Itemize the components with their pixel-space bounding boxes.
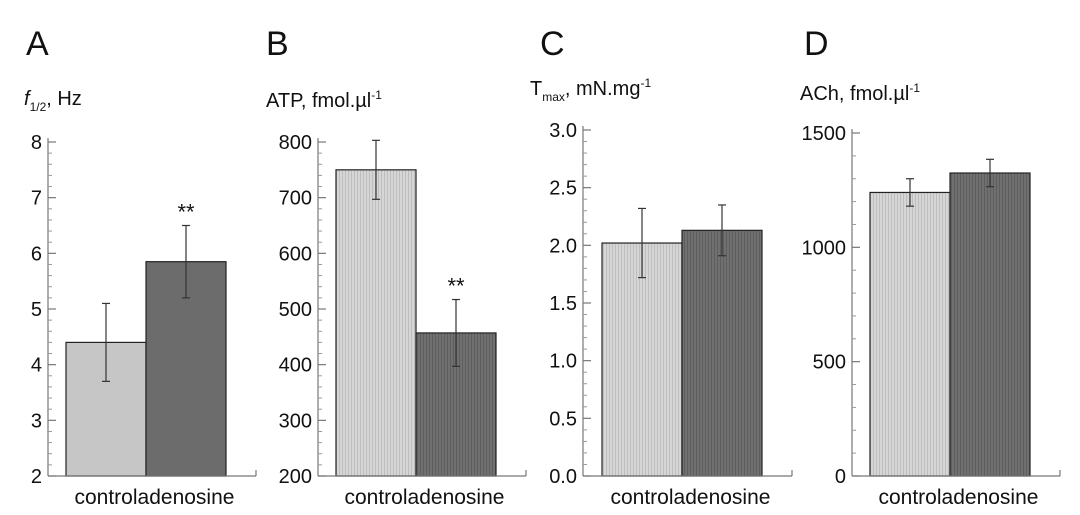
y-axis-label-main: ATP, fmol.µl [266, 90, 371, 112]
bar-control [335, 169, 417, 477]
y-axis-label-superscript: -1 [371, 88, 382, 102]
y-axis-label: Tmax, mN.mg-1 [530, 76, 651, 104]
x-tick-label-adenosine: adenosine [408, 486, 505, 509]
significance-marker: ** [177, 200, 195, 225]
y-tick-label: 4 [31, 355, 42, 377]
panel-label: C [540, 25, 565, 63]
bar-control [601, 242, 683, 477]
y-axis-label: ATP, fmol.µl-1 [266, 88, 382, 112]
chart-panel-b: B ATP, fmol.µl-1 control ** adenosine 200 300 4… [266, 25, 527, 509]
y-tick-label: 400 [279, 355, 312, 377]
y-axis-label-tail: , Hz [46, 88, 82, 110]
y-axis-label-tail: , mN.mg [565, 78, 641, 100]
panel-label: A [26, 25, 49, 63]
y-axis-label-main: f [24, 88, 32, 110]
y-tick-label: 2 [31, 466, 42, 488]
y-tick-label: 6 [31, 243, 42, 265]
y-tick-label: 3 [31, 410, 42, 432]
x-tick-label-adenosine: adenosine [942, 486, 1039, 509]
y-tick-label: 0.0 [549, 466, 577, 488]
bar-adenosine [681, 229, 763, 477]
y-tick-label: 600 [279, 243, 312, 265]
y-tick-label: 1000 [802, 237, 847, 259]
y-tick-label: 2.5 [549, 178, 577, 200]
y-tick-label: 1500 [802, 123, 847, 145]
y-axis-label-main: ACh, fmol.µl [800, 83, 909, 105]
bar-control [869, 191, 951, 477]
y-tick-label: 3.0 [549, 120, 577, 142]
x-tick-label-control: control [344, 486, 407, 509]
y-axis-label-main: T [530, 78, 542, 100]
y-tick-label: 2.0 [549, 235, 577, 257]
x-tick-label-adenosine: adenosine [138, 486, 235, 509]
y-tick-label: 0 [835, 466, 846, 488]
significance-marker: ** [447, 274, 465, 299]
x-tick-label-control: control [878, 486, 941, 509]
x-tick-label-control: control [610, 486, 673, 509]
y-axis-label-subscript: 1/2 [30, 100, 47, 114]
chart-panel-a: Af1/2, Hz control ** adenosine 2 3 4 5 6 7 8 [24, 25, 257, 509]
y-tick-label: 7 [31, 188, 42, 210]
y-tick-label: 700 [279, 188, 312, 210]
y-tick-label: 300 [279, 410, 312, 432]
y-tick-label: 0.5 [549, 408, 577, 430]
y-axis-label-superscript: -1 [909, 81, 920, 95]
panel-label: D [804, 25, 829, 63]
y-tick-label: 500 [279, 299, 312, 321]
y-tick-label: 1.0 [549, 351, 577, 373]
bar-adenosine [949, 172, 1031, 477]
y-tick-label: 200 [279, 466, 312, 488]
chart-panel-d: D ACh, fmol.µl-1 control adenosine 0 500 1000 1… [800, 25, 1061, 509]
y-tick-label: 5 [31, 299, 42, 321]
y-axis-label: ACh, fmol.µl-1 [800, 81, 920, 105]
x-tick-label-control: control [74, 486, 137, 509]
y-axis-label: f1/2, Hz [24, 88, 82, 114]
y-axis-label-subscript: max [542, 90, 565, 104]
y-tick-label: 800 [279, 132, 312, 154]
x-tick-label-adenosine: adenosine [674, 486, 771, 509]
y-tick-label: 500 [813, 352, 846, 374]
y-axis-label-superscript: -1 [640, 76, 651, 90]
y-tick-label: 8 [31, 132, 42, 154]
panel-label: B [266, 25, 289, 63]
y-tick-label: 1.5 [549, 293, 577, 315]
